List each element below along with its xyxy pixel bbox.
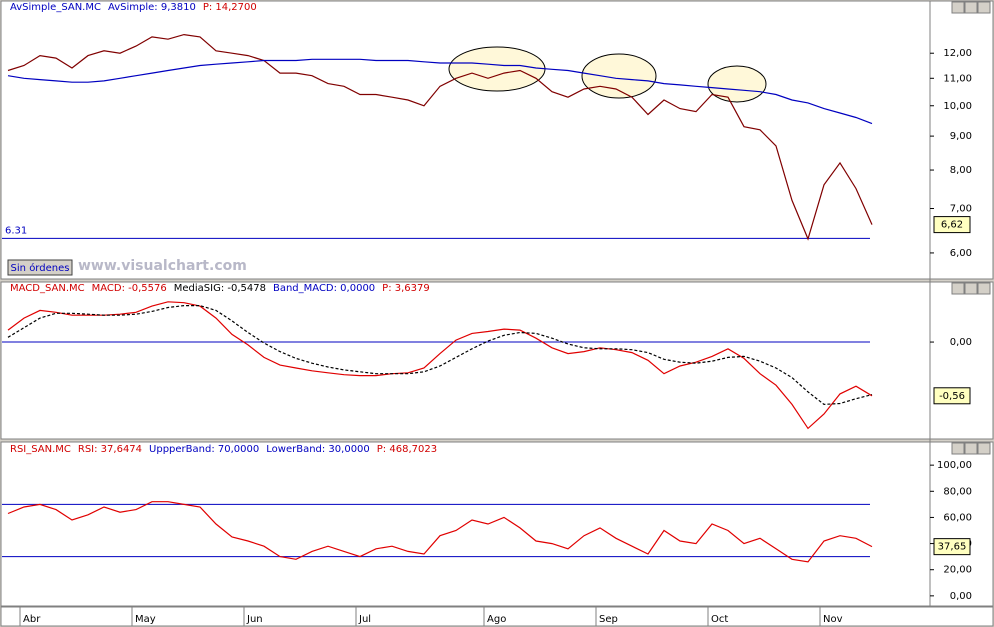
y-tick-label: 11,00 bbox=[943, 73, 972, 84]
y-tick-label: 12,00 bbox=[943, 48, 972, 59]
last-value-badge bbox=[933, 387, 971, 405]
legend-entry: RSI: 37,6474 bbox=[78, 444, 142, 455]
legend-entry: UppperBand: 70,0000 bbox=[149, 444, 259, 455]
x-tick-label: May bbox=[135, 614, 156, 625]
y-tick-label: 60,00 bbox=[943, 512, 972, 523]
window-buttons[interactable] bbox=[951, 1, 991, 455]
y-tick-label: 0,00 bbox=[950, 591, 972, 602]
last-value-badge bbox=[933, 538, 971, 556]
y-tick-label: 6,00 bbox=[950, 248, 972, 259]
last-value-label: -0,56 bbox=[939, 391, 965, 402]
series-line bbox=[7, 305, 873, 406]
series-line bbox=[7, 33, 873, 241]
last-value-label: 37,65 bbox=[938, 542, 967, 553]
legend-entry: P: 14,2700 bbox=[203, 2, 257, 13]
legend-entry: P: 3,6379 bbox=[382, 283, 430, 294]
x-tick-label: Jun bbox=[246, 614, 263, 625]
y-tick-label: 0,00 bbox=[950, 337, 972, 348]
x-tick-label: Oct bbox=[711, 614, 728, 625]
macd-panel bbox=[0, 281, 994, 440]
orders-button[interactable] bbox=[7, 259, 73, 276]
price-panel bbox=[0, 0, 994, 280]
legend-entry: RSI_SAN.MC bbox=[10, 444, 71, 455]
y-tick-label: 20,00 bbox=[943, 565, 972, 576]
watermark: www.visualchart.com bbox=[78, 258, 247, 274]
highlight-ellipse bbox=[581, 53, 657, 99]
y-tick-label: 10,00 bbox=[943, 101, 972, 112]
x-tick-label: Abr bbox=[23, 614, 41, 625]
legend-entry: MACD: -0,5576 bbox=[92, 283, 167, 294]
legend-entry: LowerBand: 30,0000 bbox=[266, 444, 370, 455]
last-value-badge bbox=[933, 216, 971, 234]
x-tick-label: Nov bbox=[823, 614, 843, 625]
highlight-ellipse bbox=[448, 46, 546, 92]
x-tick-label: Sep bbox=[599, 614, 618, 625]
y-tick-label: 7,00 bbox=[950, 204, 972, 215]
highlight-ellipse bbox=[707, 65, 767, 103]
legend-entry: MediaSIG: -0,5478 bbox=[174, 283, 266, 294]
time-axis bbox=[0, 606, 994, 627]
series-line bbox=[7, 58, 873, 125]
reference-label: 6.31 bbox=[5, 225, 27, 236]
last-value-label: 6,62 bbox=[941, 220, 963, 231]
rsi-panel bbox=[0, 441, 994, 607]
y-tick-label: 8,00 bbox=[950, 165, 972, 176]
series-line bbox=[7, 501, 873, 563]
y-tick-label: 80,00 bbox=[943, 486, 972, 497]
x-tick-label: Ago bbox=[487, 614, 506, 625]
legend-entry: MACD_SAN.MC bbox=[10, 283, 85, 294]
series-line bbox=[7, 301, 873, 430]
orders-button-label[interactable]: Sin órdenes bbox=[11, 262, 70, 274]
y-tick-label: 100,00 bbox=[937, 460, 972, 471]
legend-entry: P: 468,7023 bbox=[377, 444, 437, 455]
legend-entry: Band_MACD: 0,0000 bbox=[273, 283, 375, 294]
x-tick-label: Jul bbox=[358, 614, 371, 625]
legend-entry: AvSimple_SAN.MC bbox=[10, 2, 101, 13]
y-tick-label: 9,00 bbox=[950, 131, 972, 142]
legend-entry: AvSimple: 9,3810 bbox=[108, 2, 196, 13]
